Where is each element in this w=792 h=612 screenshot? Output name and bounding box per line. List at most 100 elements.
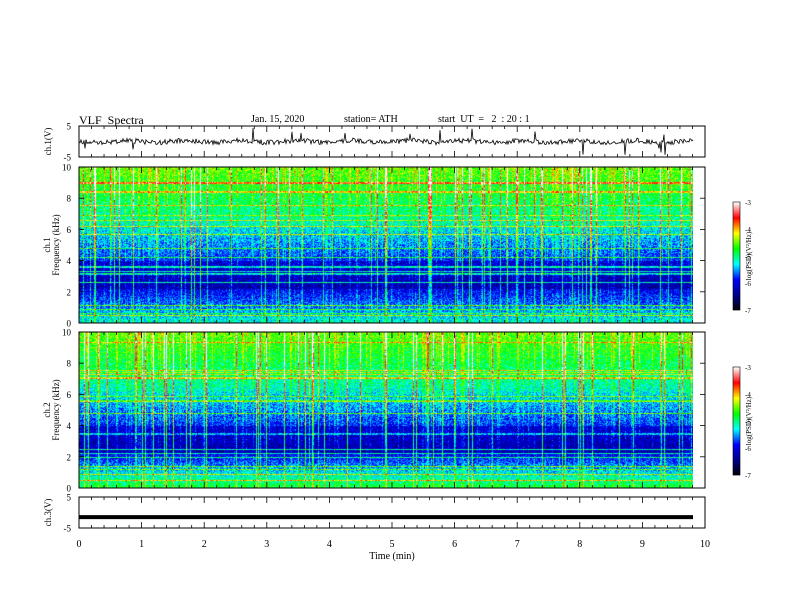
ch1-colorbar-swatch xyxy=(733,300,740,302)
ch1-colorbar-swatch xyxy=(733,283,740,285)
ch1-colorbar-swatch xyxy=(733,254,740,256)
ch1-colorbar-swatch xyxy=(733,219,740,221)
ch1-colorbar-swatch xyxy=(733,309,740,311)
ch1-colorbar-swatch xyxy=(733,274,740,276)
ch1-colorbar-swatch xyxy=(733,252,740,254)
ch2-colorbar-swatch xyxy=(733,457,740,459)
ch1-spectrogram-image xyxy=(79,167,693,323)
ch1-colorbar-swatch xyxy=(733,287,740,289)
ch2-spectrogram-image xyxy=(79,332,693,488)
ch2-colorbar-swatch xyxy=(733,406,740,408)
ch2-colorbar-swatch xyxy=(733,382,740,384)
ch1-colorbar-swatch xyxy=(733,263,740,265)
ch1-colorbar-swatch xyxy=(733,289,740,291)
ch1-colorbar-swatch xyxy=(733,307,740,309)
ch2-colorbar-swatch xyxy=(733,392,740,394)
ch1-colorbar-swatch xyxy=(733,218,740,220)
ch1-colorbar-swatch xyxy=(733,232,740,234)
ch1-frequency-label: Frequency (kHz) xyxy=(51,214,61,275)
y-tick-label: 6 xyxy=(67,225,72,235)
ch2-colorbar-swatch xyxy=(733,451,740,453)
ch1-colorbar-swatch xyxy=(733,294,740,296)
ch1-colorbar-tick-label: -5 xyxy=(745,253,751,261)
ch1-colorbar-swatch xyxy=(733,284,740,286)
ch2-colorbar-swatch xyxy=(733,465,740,467)
y-tick-label: 6 xyxy=(67,390,72,400)
ch2-colorbar-swatch xyxy=(733,442,740,444)
ch2-colorbar-swatch xyxy=(733,424,740,426)
spectrogram-images xyxy=(79,167,693,488)
ch1-colorbar-swatch xyxy=(733,272,740,274)
ch2-channel-label: ch.2 xyxy=(42,402,52,417)
ch1-colorbar-swatch xyxy=(733,265,740,267)
ch2-colorbar-swatch xyxy=(733,452,740,454)
ch2-colorbar-swatch xyxy=(733,408,740,410)
ch2-colorbar-swatch xyxy=(733,407,740,409)
ch1-colorbar-swatch xyxy=(733,299,740,301)
ch2-colorbar-swatch xyxy=(733,367,740,369)
ch2-colorbar-swatch xyxy=(733,420,740,422)
x-axis-label: Time (min) xyxy=(369,551,414,562)
y-tick-label: 10 xyxy=(62,328,72,338)
ch2-colorbar-swatch xyxy=(733,415,740,417)
ch1-colorbar-swatch xyxy=(733,271,740,273)
x-tick-label: 2 xyxy=(202,539,207,550)
ch2-colorbar-swatch xyxy=(733,434,740,436)
ch1-colorbar-swatch xyxy=(733,308,740,310)
header-start-time: start UT = 2 : 20 : 1 xyxy=(438,114,530,125)
x-tick-label: 8 xyxy=(577,539,582,550)
ch2-colorbar-swatch xyxy=(733,409,740,411)
ch1-colorbar-swatch xyxy=(733,246,740,248)
ch1-colorbar-swatch xyxy=(733,217,740,219)
y-tick-label: 5 xyxy=(67,493,72,503)
x-tick-label: 4 xyxy=(327,539,332,550)
ch2-colorbar-swatch xyxy=(733,441,740,443)
ch2-colorbar-swatch xyxy=(733,395,740,397)
ch2-colorbar-tick-label: -6 xyxy=(745,445,751,453)
y-tick-label: 2 xyxy=(67,452,72,462)
ch1-colorbar-frame xyxy=(732,201,741,311)
y-tick-label: 4 xyxy=(67,256,72,266)
ch1-colorbar-swatch xyxy=(733,248,740,250)
ch1-colorbar-swatch xyxy=(733,306,740,308)
x-tick-label: 9 xyxy=(640,539,645,550)
ch2-colorbar-swatch xyxy=(733,468,740,470)
ch1-colorbar-swatch xyxy=(733,262,740,264)
ch2-colorbar-swatch xyxy=(733,390,740,392)
ch2-colorbar-swatch xyxy=(733,427,740,429)
ch2-colorbar-swatch xyxy=(733,413,740,415)
ch1-colorbar-swatch xyxy=(733,293,740,295)
ch1-colorbar-swatch xyxy=(733,302,740,304)
ch1-colorbar-swatch xyxy=(733,209,740,211)
x-tick-label: 3 xyxy=(264,539,269,550)
ch2-colorbar-label: log(PSD)(V²/Hz) xyxy=(745,396,753,445)
ch2-colorbar-swatch xyxy=(733,470,740,472)
ch2-colorbar-swatch xyxy=(733,404,740,406)
ch2-colorbar-swatch xyxy=(733,369,740,371)
ch1-colorbar-tick-label: -3 xyxy=(745,199,751,207)
ch2-colorbar-swatch xyxy=(733,444,740,446)
ch1-colorbar-swatch xyxy=(733,267,740,269)
ch2-colorbar-swatch xyxy=(733,438,740,440)
ch2-colorbar-swatch xyxy=(733,397,740,399)
x-tick-label: 5 xyxy=(390,539,395,550)
ch1-colorbar-swatch xyxy=(733,238,740,240)
ch1-colorbar-swatch xyxy=(733,204,740,206)
ch2-colorbar-swatch xyxy=(733,384,740,386)
ch1-colorbar-swatch xyxy=(733,305,740,307)
ch1-colorbar-swatch xyxy=(733,236,740,238)
ch2-colorbar-swatch xyxy=(733,389,740,391)
ch2-colorbar-swatch xyxy=(733,431,740,433)
ch1-colorbar-swatch xyxy=(733,212,740,214)
ch2-colorbar-swatch xyxy=(733,403,740,405)
ch2-colorbar-swatch xyxy=(733,373,740,375)
ch2-colorbar-swatch xyxy=(733,449,740,451)
ch2-colorbar-swatch xyxy=(733,426,740,428)
ch1-colorbar-swatch xyxy=(733,276,740,278)
ch2-colorbar-swatch xyxy=(733,394,740,396)
ch2-colorbar-swatch xyxy=(733,419,740,421)
y-tick-label: 4 xyxy=(67,421,72,431)
y-tick-label: -5 xyxy=(64,524,72,534)
ch1-colorbar-swatch xyxy=(733,296,740,298)
ch1-colorbar-swatch xyxy=(733,256,740,258)
